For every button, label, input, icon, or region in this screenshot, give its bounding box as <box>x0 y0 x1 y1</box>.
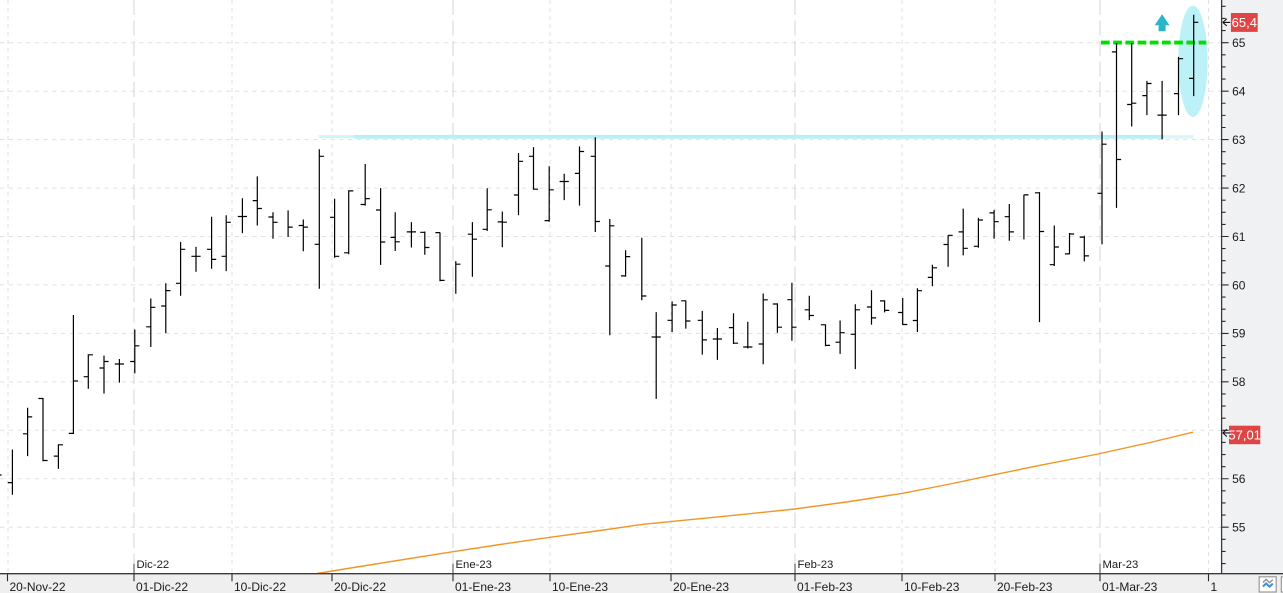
svg-text:56: 56 <box>1232 472 1246 486</box>
svg-text:61: 61 <box>1232 230 1246 244</box>
svg-text:57,01: 57,01 <box>1228 428 1261 443</box>
svg-text:60: 60 <box>1232 278 1246 292</box>
svg-text:1: 1 <box>1211 580 1218 593</box>
svg-text:55: 55 <box>1232 521 1246 535</box>
svg-text:Dic-22: Dic-22 <box>137 559 170 571</box>
svg-text:Ene-23: Ene-23 <box>456 559 492 571</box>
svg-text:01-Ene-23: 01-Ene-23 <box>455 580 511 593</box>
svg-text:63: 63 <box>1232 133 1246 147</box>
svg-text:65,4: 65,4 <box>1232 15 1257 30</box>
svg-text:01-Mar-23: 01-Mar-23 <box>1102 580 1158 593</box>
svg-text:20-Feb-23: 20-Feb-23 <box>997 580 1053 593</box>
svg-text:10-Feb-23: 10-Feb-23 <box>904 580 960 593</box>
svg-text:65: 65 <box>1232 36 1246 50</box>
svg-text:20-Ene-23: 20-Ene-23 <box>673 580 729 593</box>
svg-text:62: 62 <box>1232 181 1246 195</box>
svg-text:64: 64 <box>1232 84 1246 98</box>
svg-text:01-Dic-22: 01-Dic-22 <box>136 580 188 593</box>
svg-text:Feb-23: Feb-23 <box>798 559 834 571</box>
svg-text:01-Feb-23: 01-Feb-23 <box>797 580 853 593</box>
svg-text:Mar-23: Mar-23 <box>1103 559 1139 571</box>
svg-text:59: 59 <box>1232 327 1246 341</box>
svg-text:20-Dic-22: 20-Dic-22 <box>334 580 386 593</box>
svg-text:58: 58 <box>1232 375 1246 389</box>
svg-text:10-Ene-23: 10-Ene-23 <box>552 580 608 593</box>
svg-text:10-Dic-22: 10-Dic-22 <box>234 580 286 593</box>
svg-text:20-Nov-22: 20-Nov-22 <box>10 580 66 593</box>
